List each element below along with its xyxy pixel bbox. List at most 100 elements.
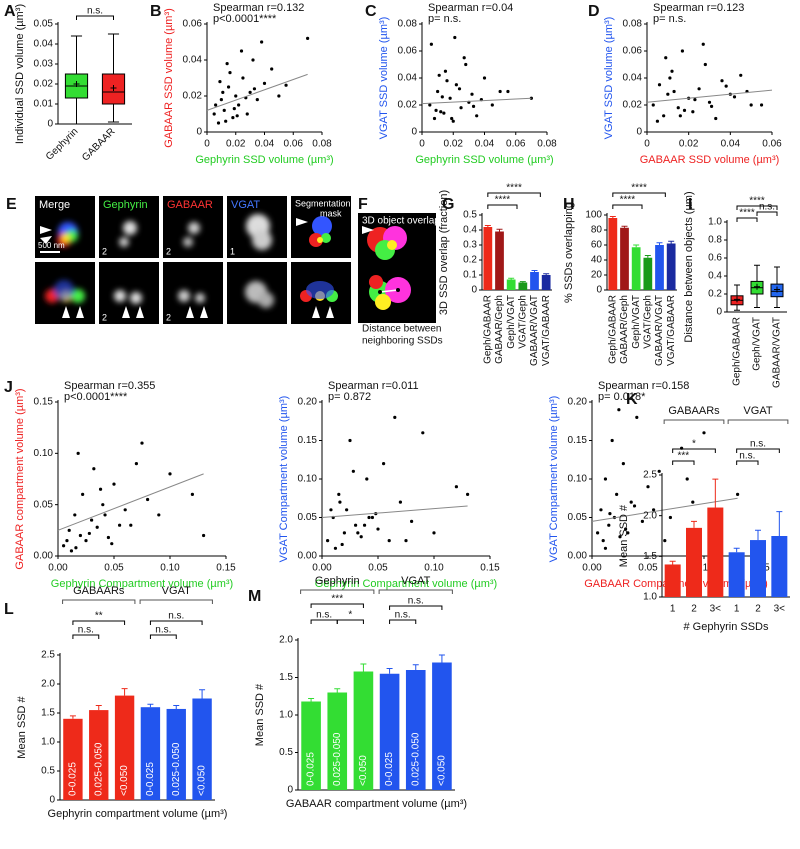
y-axis-label: % SSDs overlapping — [563, 202, 575, 303]
y-tick-label: 0.20 — [568, 397, 588, 408]
x-tick-label: 0.00 — [582, 563, 602, 574]
bar — [89, 710, 109, 800]
point — [724, 84, 728, 88]
significance-bracket — [487, 192, 541, 197]
point — [216, 121, 221, 125]
trend-line — [421, 97, 532, 105]
point — [382, 462, 386, 466]
y-tick-label: 0.02 — [34, 79, 54, 90]
error-bar — [308, 698, 315, 702]
point — [655, 119, 660, 123]
point — [709, 104, 714, 108]
point — [81, 492, 85, 496]
point — [703, 62, 707, 67]
point — [95, 525, 99, 529]
y-tick-label: 0.06 — [623, 46, 643, 57]
bar-label: 0-0.025 — [384, 752, 395, 786]
error-bar — [386, 668, 393, 674]
count-label: 2 — [102, 246, 107, 256]
error-bar — [656, 242, 663, 245]
micrograph-grid — [35, 196, 351, 324]
panel-letter: I — [688, 196, 692, 213]
y-tick-label: 0.1 — [463, 270, 477, 281]
point — [241, 76, 245, 80]
significance-bracket — [672, 460, 695, 465]
point — [732, 95, 737, 99]
x-tick-label: Geph/GABAAR — [732, 317, 743, 386]
point — [678, 114, 682, 118]
x-tick-label: GABAAR/VGAT — [654, 295, 665, 366]
significance-label: *** — [677, 451, 689, 462]
error-bar — [776, 511, 783, 536]
x-tick-label: 3< — [774, 604, 786, 615]
error-bar — [360, 663, 367, 672]
y-tick-label: 0.06 — [398, 46, 418, 57]
bar — [506, 279, 516, 290]
bar — [301, 701, 321, 790]
significance-label: **** — [506, 183, 522, 194]
point — [626, 531, 630, 535]
group-bracket — [663, 419, 725, 424]
group-bracket — [378, 589, 453, 594]
point — [685, 477, 689, 481]
stat-label: Spearman r=0.132 — [213, 2, 304, 14]
error-bar — [121, 688, 128, 696]
stat-label: Spearman r=0.04 — [428, 2, 513, 14]
point — [219, 98, 223, 102]
x-axis-label: Gephyrin compartment volume (µm³) — [48, 808, 228, 820]
point — [439, 110, 443, 114]
y-tick-label: 1.0 — [41, 737, 55, 748]
x-tick-label: 0.04 — [255, 139, 275, 150]
y-tick-label: 0.10 — [568, 474, 588, 485]
bar — [664, 564, 681, 597]
point — [459, 106, 463, 110]
point — [348, 438, 352, 443]
point — [123, 508, 127, 512]
error-bar — [95, 704, 102, 711]
error-bar — [69, 715, 76, 719]
point — [370, 515, 374, 520]
point — [651, 103, 655, 107]
point — [329, 508, 333, 512]
bar-label: 0.025-0.050 — [171, 742, 182, 796]
bar-label: 0.025-0.050 — [410, 732, 421, 786]
point — [190, 492, 194, 496]
stat-label: Spearman r=0.355 — [64, 380, 155, 392]
mean-marker — [110, 85, 117, 91]
y-tick-label: 0.8 — [708, 235, 722, 246]
point — [239, 49, 244, 53]
group-bracket — [139, 599, 213, 604]
group-bracket — [727, 419, 789, 424]
bar-label: 0.025-0.050 — [93, 742, 104, 796]
x-tick-label: VGAT/Geph — [517, 295, 528, 349]
y-tick-label: 0.00 — [34, 551, 54, 562]
point — [74, 546, 78, 550]
x-tick-label: 0 — [644, 139, 650, 150]
x-axis-label: # Gephyrin SSDs — [684, 621, 769, 633]
point — [367, 515, 371, 520]
point — [284, 83, 288, 87]
x-tick-label: 1 — [734, 604, 740, 615]
significance-bracket — [736, 460, 759, 465]
point — [67, 528, 71, 532]
point — [697, 87, 701, 91]
point — [736, 492, 740, 496]
point — [428, 103, 432, 107]
point — [749, 103, 753, 107]
y-tick-label: 1.5 — [279, 672, 293, 683]
point — [103, 513, 107, 517]
count-label: 2 — [102, 312, 107, 322]
y-tick-label: 0.03 — [34, 59, 54, 70]
stat-label: p= n.s. — [428, 13, 461, 25]
point — [110, 542, 114, 546]
significance-label: *** — [331, 594, 343, 605]
point — [668, 515, 673, 520]
point — [652, 508, 656, 512]
y-axis-label: GABAAR SSD volume (µm³) — [163, 8, 175, 148]
significance-label: n.s. — [316, 610, 332, 621]
significance-bracket — [149, 620, 203, 625]
point — [84, 539, 88, 543]
x-tick-label: 0.10 — [424, 563, 444, 574]
y-tick-label: 0.3 — [463, 240, 477, 251]
